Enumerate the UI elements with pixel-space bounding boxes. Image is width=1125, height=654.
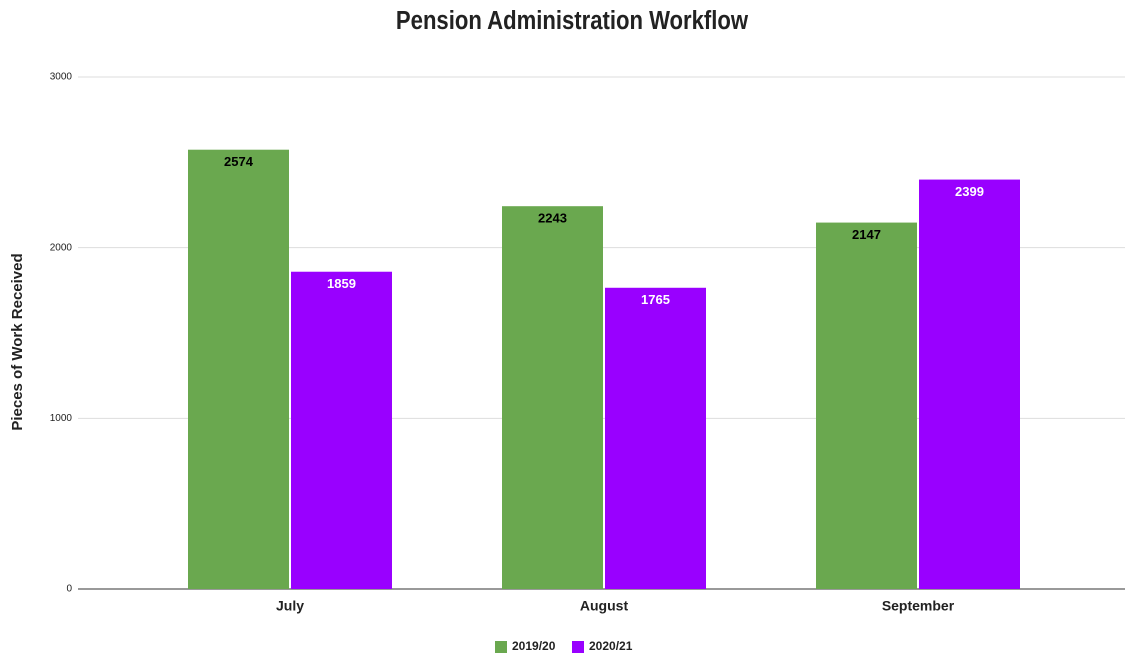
legend-label: 2020/21 bbox=[589, 639, 633, 653]
data-label: 1859 bbox=[327, 276, 356, 291]
bar bbox=[188, 149, 289, 590]
bar bbox=[502, 206, 603, 589]
y-tick-label: 0 bbox=[66, 584, 72, 595]
bar bbox=[605, 287, 706, 589]
data-label: 2574 bbox=[224, 154, 254, 169]
data-label: 1765 bbox=[641, 292, 670, 307]
x-tick-label: July bbox=[276, 598, 304, 614]
y-tick-label: 1000 bbox=[50, 413, 73, 424]
data-label: 2399 bbox=[955, 184, 984, 199]
bar bbox=[816, 222, 917, 589]
legend-swatch bbox=[572, 641, 584, 653]
x-tick-label: September bbox=[882, 598, 955, 614]
data-label: 2147 bbox=[852, 227, 881, 242]
data-label: 2243 bbox=[538, 211, 567, 226]
x-tick-label: August bbox=[580, 598, 629, 614]
legend-swatch bbox=[495, 641, 507, 653]
bar bbox=[919, 179, 1020, 589]
chart-title: Pension Administration Workflow bbox=[396, 6, 748, 35]
legend-label: 2019/20 bbox=[512, 639, 556, 653]
y-tick-label: 3000 bbox=[50, 72, 73, 83]
y-tick-label: 2000 bbox=[50, 242, 73, 253]
y-axis-label: Pieces of Work Received bbox=[9, 253, 26, 430]
bar bbox=[291, 271, 392, 589]
